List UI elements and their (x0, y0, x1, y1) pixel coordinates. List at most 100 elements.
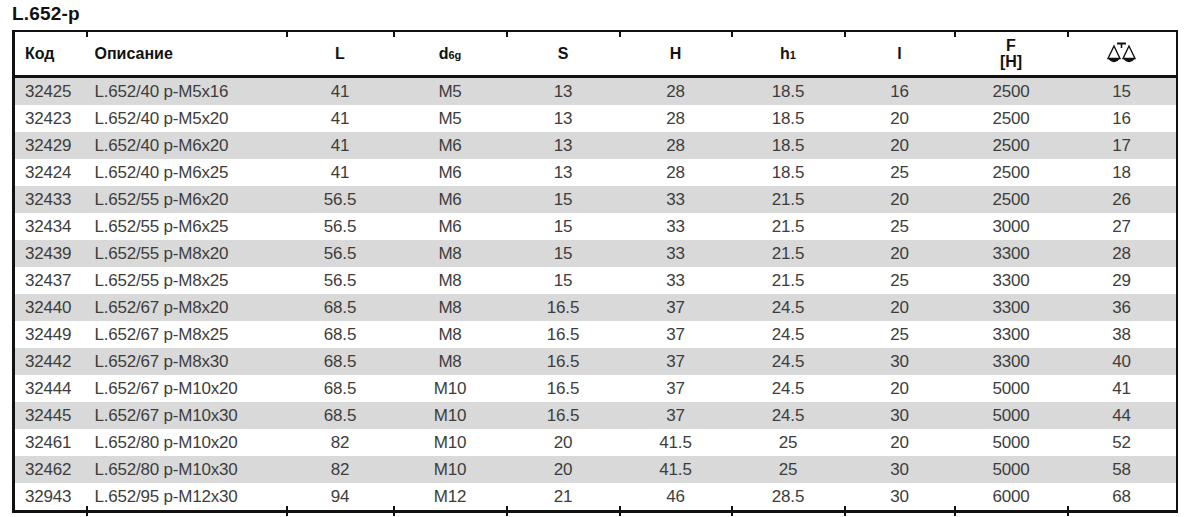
cell-col5: 28 (620, 105, 732, 132)
cell-col8: 2500 (955, 159, 1068, 186)
cell-col4: 15 (507, 213, 620, 240)
cell-col7: 30 (845, 348, 955, 375)
cell-col0: 32461 (14, 429, 87, 456)
table-row: 32429L.652/40 p-M6x2041M6132818.52025001… (14, 132, 1177, 159)
cell-col5: 37 (620, 402, 732, 429)
cell-col3: M10 (394, 402, 507, 429)
table-row: 32462L.652/80 p-M10x3082M102041.52530500… (14, 456, 1177, 483)
cell-col5: 33 (620, 213, 732, 240)
header-h-subscript: 1 (790, 49, 796, 61)
cell-col2: 68.5 (287, 294, 394, 321)
header-F-label: F (955, 38, 1068, 54)
header-d-label: d (439, 45, 449, 62)
cell-col0: 32439 (14, 240, 87, 267)
scales-icon (1106, 42, 1137, 66)
cell-col9: 41 (1068, 375, 1177, 402)
cell-col6: 24.5 (732, 294, 845, 321)
cell-col3: M8 (394, 294, 507, 321)
cell-col2: 68.5 (287, 348, 394, 375)
cell-col7: 20 (845, 105, 955, 132)
cell-col4: 13 (507, 159, 620, 186)
cell-col1: L.652/55 p-M6x25 (87, 213, 287, 240)
cell-col7: 25 (845, 159, 955, 186)
cell-col1: L.652/55 p-M6x20 (87, 186, 287, 213)
cell-col8: 3300 (955, 294, 1068, 321)
cell-col9: 68 (1068, 483, 1177, 512)
spec-table-wrapper: Код Описание L d6g S H h1 l F [H] (12, 30, 1178, 513)
cell-col2: 56.5 (287, 267, 394, 294)
page-title: L.652-p (12, 3, 80, 25)
cell-col1: L.652/40 p-M6x25 (87, 159, 287, 186)
cell-col3: M10 (394, 375, 507, 402)
cell-col8: 5000 (955, 402, 1068, 429)
cell-col9: 38 (1068, 321, 1177, 348)
cell-col3: M5 (394, 77, 507, 106)
table-row: 32444L.652/67 p-M10x2068.5M1016.53724.52… (14, 375, 1177, 402)
cell-col5: 33 (620, 186, 732, 213)
header-h-label: h (780, 45, 790, 62)
cell-col6: 18.5 (732, 77, 845, 106)
cell-col2: 41 (287, 105, 394, 132)
cell-col9: 15 (1068, 77, 1177, 106)
cell-col7: 20 (845, 429, 955, 456)
cell-col5: 28 (620, 159, 732, 186)
cell-col9: 26 (1068, 186, 1177, 213)
cell-col6: 21.5 (732, 267, 845, 294)
cell-col9: 52 (1068, 429, 1177, 456)
table-row: 32437L.652/55 p-M8x2556.5M8153321.525330… (14, 267, 1177, 294)
cell-col7: 20 (845, 240, 955, 267)
column-header-L: L (287, 31, 394, 77)
table-body: 32425L.652/40 p-M5x1641M5132818.51625001… (14, 77, 1177, 512)
cell-col3: M8 (394, 321, 507, 348)
cell-col8: 5000 (955, 429, 1068, 456)
cell-col8: 2500 (955, 186, 1068, 213)
cell-col0: 32462 (14, 456, 87, 483)
cell-col1: L.652/55 p-M8x20 (87, 240, 287, 267)
cell-col7: 25 (845, 267, 955, 294)
cell-col0: 32434 (14, 213, 87, 240)
column-header-d6g: d6g (394, 31, 507, 77)
cell-col3: M12 (394, 483, 507, 512)
cell-col8: 3300 (955, 240, 1068, 267)
cell-col6: 18.5 (732, 132, 845, 159)
table-row: 32445L.652/67 p-M10x3068.5M1016.53724.53… (14, 402, 1177, 429)
cell-col0: 32437 (14, 267, 87, 294)
cell-col4: 16.5 (507, 294, 620, 321)
cell-col8: 2500 (955, 132, 1068, 159)
cell-col7: 25 (845, 321, 955, 348)
cell-col0: 32449 (14, 321, 87, 348)
cell-col1: L.652/67 p-M8x30 (87, 348, 287, 375)
cell-col4: 20 (507, 429, 620, 456)
cell-col4: 16.5 (507, 348, 620, 375)
cell-col0: 32423 (14, 105, 87, 132)
cell-col8: 2500 (955, 105, 1068, 132)
cell-col1: L.652/40 p-M5x16 (87, 77, 287, 106)
column-header-F: F [H] (955, 31, 1068, 77)
cell-col1: L.652/80 p-M10x30 (87, 456, 287, 483)
cell-col9: 29 (1068, 267, 1177, 294)
cell-col3: M6 (394, 186, 507, 213)
column-header-h1: h1 (732, 31, 845, 77)
cell-col4: 20 (507, 456, 620, 483)
cell-col0: 32442 (14, 348, 87, 375)
cell-col5: 33 (620, 267, 732, 294)
cell-col4: 15 (507, 240, 620, 267)
cell-col9: 44 (1068, 402, 1177, 429)
cell-col2: 56.5 (287, 213, 394, 240)
cell-col0: 32444 (14, 375, 87, 402)
cell-col5: 37 (620, 375, 732, 402)
cell-col5: 28 (620, 77, 732, 106)
cell-col1: L.652/55 p-M8x25 (87, 267, 287, 294)
cell-col4: 13 (507, 132, 620, 159)
cell-col8: 5000 (955, 375, 1068, 402)
cell-col9: 27 (1068, 213, 1177, 240)
cell-col1: L.652/67 p-M10x20 (87, 375, 287, 402)
table-row: 32442L.652/67 p-M8x3068.5M816.53724.5303… (14, 348, 1177, 375)
cell-col3: M10 (394, 429, 507, 456)
cell-col7: 20 (845, 132, 955, 159)
cell-col5: 37 (620, 321, 732, 348)
cell-col7: 30 (845, 456, 955, 483)
cell-col2: 82 (287, 429, 394, 456)
cell-col6: 24.5 (732, 321, 845, 348)
cell-col9: 40 (1068, 348, 1177, 375)
